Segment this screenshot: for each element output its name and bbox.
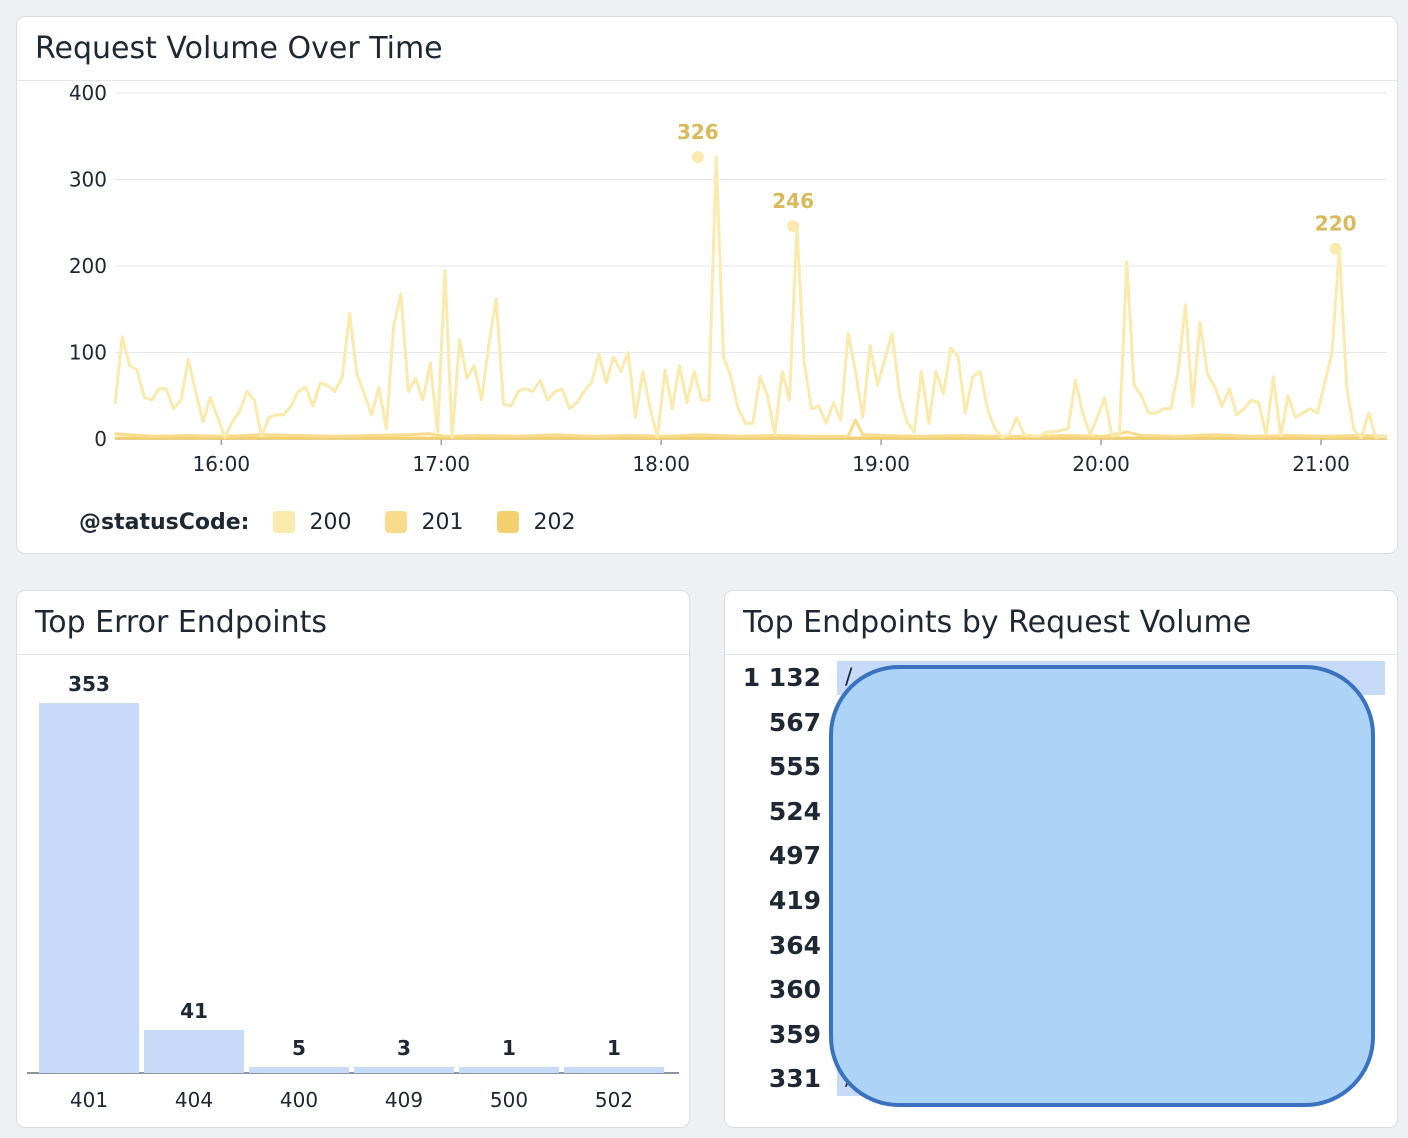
redaction-overlay — [829, 665, 1375, 1107]
bar-400 — [249, 1067, 349, 1073]
x-tick-label: 18:00 — [632, 452, 690, 476]
request-volume-chart: 0 100 200 300 400 16:00 17:00 18:00 19:00 20:00 21… — [69, 81, 1388, 476]
bar-value-label: 5 — [292, 1036, 306, 1060]
panel-title: Top Endpoints by Request Volume — [725, 591, 1397, 655]
bar-500 — [459, 1067, 559, 1073]
bar-value-label: 1 — [607, 1036, 621, 1060]
series-line-201 — [114, 418, 1388, 438]
x-tick-label: 17:00 — [412, 452, 470, 476]
legend-item-200[interactable]: 200 — [273, 510, 351, 535]
peak-label: 326 — [677, 120, 719, 144]
legend-label: 202 — [533, 509, 576, 535]
peak-marker — [787, 220, 800, 233]
category-label: 502 — [595, 1088, 633, 1112]
legend-swatch — [497, 511, 520, 533]
y-tick-label: 300 — [69, 168, 107, 192]
endpoint-request-count: 567 — [768, 707, 821, 737]
endpoint-request-count: 497 — [768, 841, 821, 871]
endpoint-request-count: 419 — [768, 886, 821, 915]
bar-502 — [564, 1067, 664, 1073]
legend-item-201[interactable]: 201 — [385, 510, 463, 535]
peak-marker — [691, 151, 704, 164]
bar-value-label: 3 — [397, 1036, 411, 1060]
endpoint-request-count: 364 — [768, 930, 821, 960]
category-label: 500 — [490, 1088, 528, 1112]
panel-title: Top Error Endpoints — [17, 591, 689, 655]
endpoint-request-count: 524 — [768, 796, 821, 826]
legend-label: 201 — [421, 509, 464, 535]
request-volume-panel: Request Volume Over Time 0 100 200 300 400 16… — [16, 16, 1398, 554]
x-tick-label: 19:00 — [852, 452, 910, 476]
panel-title: Request Volume Over Time — [17, 17, 1397, 81]
y-tick-label: 400 — [69, 81, 107, 105]
endpoint-request-count: 359 — [768, 1019, 821, 1049]
top-endpoints-panel: Top Endpoints by Request Volume 1 132 / 56… — [724, 590, 1398, 1128]
bar-value-label: 1 — [502, 1036, 516, 1060]
endpoint-request-count: 555 — [768, 752, 821, 782]
category-label: 409 — [385, 1088, 423, 1112]
bar-401 — [39, 703, 139, 1073]
x-tick-label: 20:00 — [1072, 452, 1130, 476]
peak-label: 220 — [1315, 212, 1357, 236]
endpoint-request-count: 1 132 — [742, 663, 821, 692]
legend-item-202[interactable]: 202 — [497, 510, 575, 535]
category-label: 400 — [280, 1088, 318, 1112]
endpoint-request-count: 360 — [768, 975, 821, 1005]
legend-label: 200 — [309, 509, 352, 535]
bar-409 — [354, 1067, 454, 1073]
y-tick-label: 200 — [69, 254, 107, 278]
y-tick-label: 0 — [94, 427, 107, 451]
status-code-legend: @statusCode: 200 201 202 — [79, 507, 609, 537]
x-tick-label: 16:00 — [192, 452, 250, 476]
series-line-200 — [113, 155, 1388, 439]
top-error-endpoints-panel: Top Error Endpoints 353 401 41 404 5 400 3 409 1… — [16, 590, 690, 1128]
category-label: 401 — [70, 1088, 108, 1112]
legend-swatch — [385, 511, 408, 533]
peak-label: 246 — [772, 189, 814, 213]
bar-value-label: 353 — [68, 672, 110, 696]
x-tick-label: 21:00 — [1292, 452, 1350, 476]
endpoint-label: / — [845, 665, 853, 690]
error-endpoints-chart: 353 401 41 404 5 400 3 409 1 500 1 502 — [27, 672, 679, 1112]
endpoint-request-count: 331 — [768, 1064, 821, 1094]
category-label: 404 — [175, 1088, 213, 1112]
y-tick-label: 100 — [69, 341, 107, 365]
legend-swatch — [273, 511, 296, 533]
bar-value-label: 41 — [180, 999, 208, 1023]
legend-key: @statusCode: — [79, 509, 250, 535]
peak-marker — [1329, 242, 1342, 255]
bar-404 — [144, 1030, 244, 1073]
